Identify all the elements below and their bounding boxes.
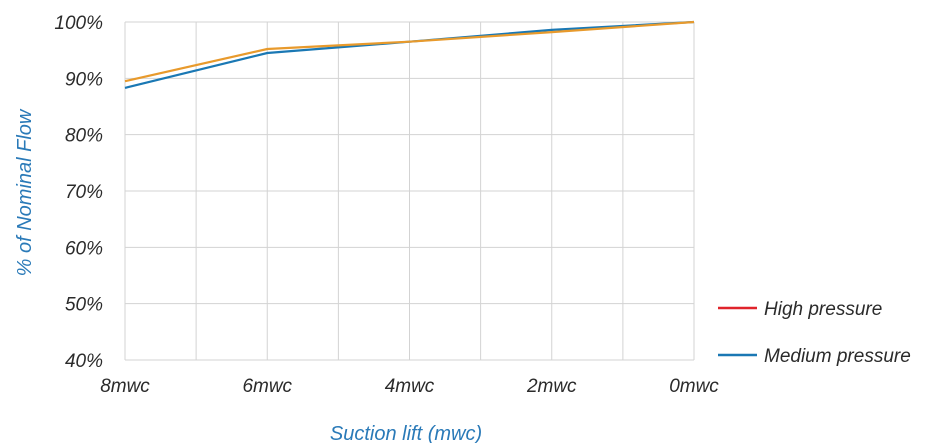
x-tick-label: 6mwc	[242, 376, 292, 397]
x-tick-label: 8mwc	[100, 376, 150, 397]
legend-label: Medium pressure	[764, 346, 911, 367]
x-tick-label: 0mwc	[669, 376, 719, 397]
legend: High pressure Medium pressure	[718, 299, 911, 367]
x-tick-label: 4mwc	[385, 376, 435, 397]
series-line-high-pressure	[124, 20, 695, 83]
y-axis-ticks: 40% 50% 60% 70% 80% 90% 100%	[54, 13, 103, 372]
series-lines	[124, 20, 695, 89]
y-axis-title: % of Nominal Flow	[14, 108, 36, 276]
y-tick-label: 90%	[65, 69, 103, 90]
y-tick-label: 50%	[65, 295, 103, 316]
x-axis-title: Suction lift (mwc)	[330, 423, 482, 443]
x-axis-ticks: 8mwc 6mwc 4mwc 2mwc 0mwc	[100, 376, 719, 397]
legend-label: High pressure	[764, 299, 882, 320]
y-tick-label: 40%	[65, 351, 103, 372]
x-tick-label: 2mwc	[526, 376, 577, 397]
y-tick-label: 70%	[65, 182, 103, 203]
y-tick-label: 80%	[65, 126, 103, 147]
y-tick-label: 100%	[54, 13, 103, 34]
y-tick-label: 60%	[65, 238, 103, 259]
grid	[124, 21, 695, 361]
